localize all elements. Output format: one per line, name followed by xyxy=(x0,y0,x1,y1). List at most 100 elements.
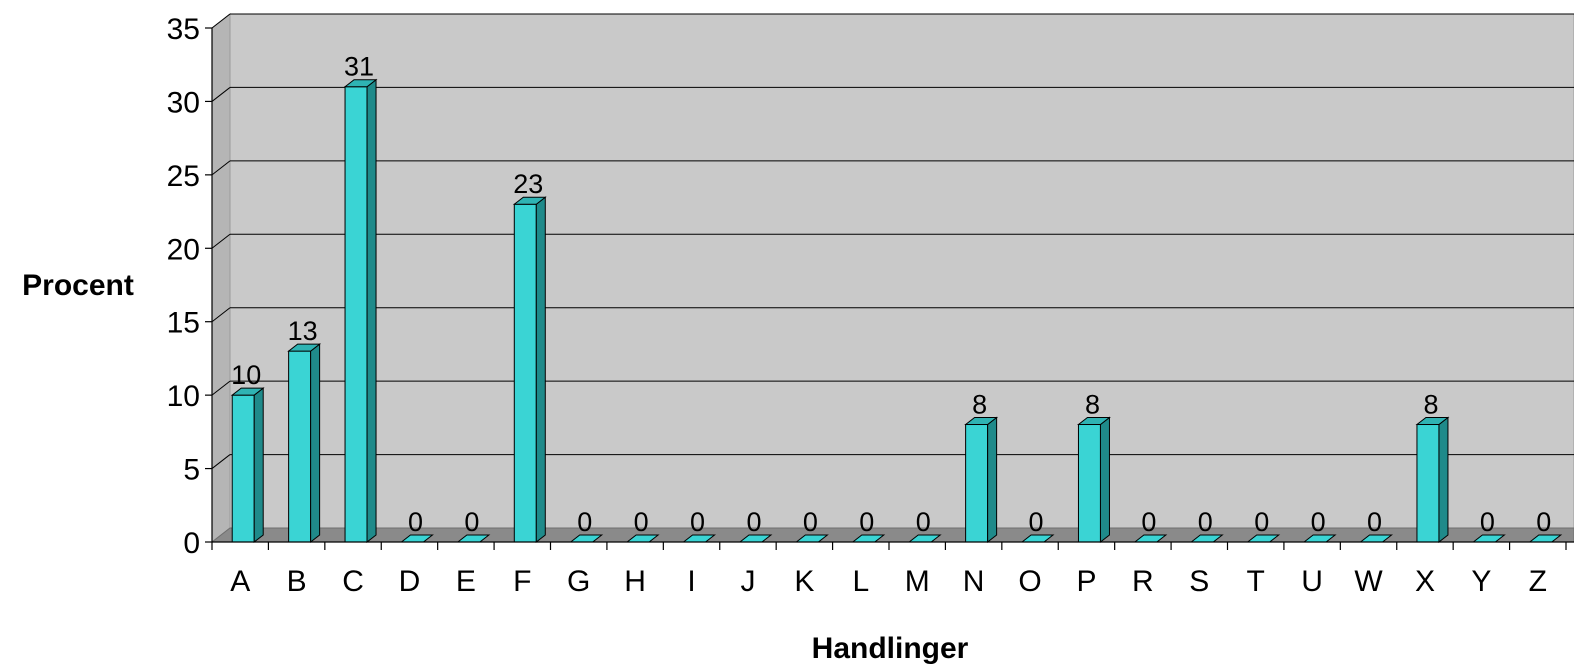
gridlines xyxy=(211,13,1574,469)
x-tick-label: M xyxy=(905,565,930,598)
gridline-side xyxy=(211,380,231,396)
bar-front xyxy=(288,350,312,543)
data-label: 0 xyxy=(1367,507,1382,537)
bar-front xyxy=(231,394,255,543)
bar-side xyxy=(987,416,998,544)
bar-side xyxy=(1438,416,1449,544)
bar-side xyxy=(253,387,264,544)
bar-R: 0 xyxy=(1133,507,1168,543)
data-label: 0 xyxy=(464,507,479,537)
bar-front xyxy=(1416,424,1440,543)
x-tick-label: G xyxy=(567,565,590,598)
bar-front xyxy=(1077,424,1101,543)
x-tick-label: J xyxy=(740,565,755,598)
bar-C: 31 xyxy=(343,52,378,544)
bar-G: 0 xyxy=(569,507,604,543)
data-label: 8 xyxy=(1085,390,1100,420)
bar-side xyxy=(366,78,377,544)
data-label: 23 xyxy=(513,169,543,199)
data-label: 0 xyxy=(577,507,592,537)
bar-N: 8 xyxy=(964,390,999,544)
bar-F: 23 xyxy=(512,169,547,544)
x-tick-label: H xyxy=(624,565,646,598)
bar-front xyxy=(513,203,537,543)
x-tick-label: Z xyxy=(1529,565,1547,598)
bar-A: 10 xyxy=(230,360,265,544)
y-axis-title: Procent xyxy=(22,269,134,302)
chart-plot-area xyxy=(210,12,1574,544)
bar-side xyxy=(310,343,321,544)
data-label: 0 xyxy=(1198,507,1213,537)
data-label: 8 xyxy=(1423,390,1438,420)
bar-L: 0 xyxy=(851,507,886,543)
data-label: 0 xyxy=(859,507,874,537)
bar-P: 8 xyxy=(1077,390,1111,544)
x-tick-label: Y xyxy=(1471,565,1491,598)
y-tick-label: 15 xyxy=(167,307,200,340)
x-tick-label: N xyxy=(963,565,985,598)
x-tick-label: A xyxy=(230,565,250,598)
x-tick-label: E xyxy=(456,565,476,598)
data-label: 8 xyxy=(972,390,987,420)
y-tick-label: 5 xyxy=(183,454,200,487)
y-tick-label: 30 xyxy=(167,86,200,119)
bar-side xyxy=(535,196,546,544)
gridline-side xyxy=(211,87,231,102)
data-label: 0 xyxy=(1254,507,1269,537)
data-label: 0 xyxy=(1480,507,1495,537)
gridline-side xyxy=(211,233,231,249)
data-label: 0 xyxy=(1536,507,1551,537)
y-tick-label: 35 xyxy=(167,13,200,46)
x-tick-label: O xyxy=(1018,565,1041,598)
bar-top xyxy=(512,196,547,205)
bar-top xyxy=(1415,417,1450,426)
x-tick-label: I xyxy=(687,565,695,598)
bar-front xyxy=(965,424,989,543)
x-tick-label: C xyxy=(342,565,364,598)
y-axis: 0 5 10 15 20 25 30 35 xyxy=(167,13,213,560)
x-tick-label: S xyxy=(1189,565,1209,598)
data-label: 0 xyxy=(408,507,423,537)
bar-D: 0 xyxy=(400,507,434,543)
y-tick-label: 20 xyxy=(167,233,200,266)
side-wall xyxy=(211,12,231,544)
bar-X: 8 xyxy=(1415,390,1450,544)
gridline-side xyxy=(211,13,231,29)
data-label: 0 xyxy=(1141,507,1156,537)
data-label: 0 xyxy=(916,507,931,537)
gridline-side xyxy=(211,454,231,469)
data-label: 0 xyxy=(1311,507,1326,537)
x-tick-label: U xyxy=(1301,565,1323,598)
data-label: 0 xyxy=(1029,507,1044,537)
bar-front xyxy=(344,86,368,543)
bar-B: 13 xyxy=(287,316,322,544)
bars: 10 13 31 0 0 23 0 0 0 0 0 0 0 8 0 8 0 0 0 0 0 8 0 0 xyxy=(230,52,1563,544)
gridline-side xyxy=(211,307,231,323)
x-tick-label: X xyxy=(1415,565,1435,598)
data-label: 0 xyxy=(746,507,761,537)
x-tick-label: L xyxy=(852,565,869,598)
y-tick-label: 0 xyxy=(183,527,200,560)
x-tick-label: W xyxy=(1354,565,1383,598)
data-label: 10 xyxy=(231,360,261,390)
bar-O: 0 xyxy=(1020,507,1055,543)
data-label: 13 xyxy=(288,316,318,346)
bar-top xyxy=(964,417,999,426)
data-label: 31 xyxy=(344,52,374,82)
bar-Z: 0 xyxy=(1528,507,1563,543)
y-tick-label: 10 xyxy=(167,380,200,413)
x-tick-label: R xyxy=(1132,565,1154,598)
x-tick-label: T xyxy=(1247,565,1265,598)
data-label: 0 xyxy=(634,507,649,537)
bar-H: 0 xyxy=(625,507,660,543)
data-label: 0 xyxy=(803,507,818,537)
bar-top xyxy=(287,343,322,352)
x-tick-label: B xyxy=(287,565,307,598)
x-tick-label: P xyxy=(1076,565,1096,598)
back-wall xyxy=(229,13,1574,529)
bar-top xyxy=(230,387,265,396)
x-tick-label: D xyxy=(399,565,421,598)
data-label: 0 xyxy=(690,507,705,537)
